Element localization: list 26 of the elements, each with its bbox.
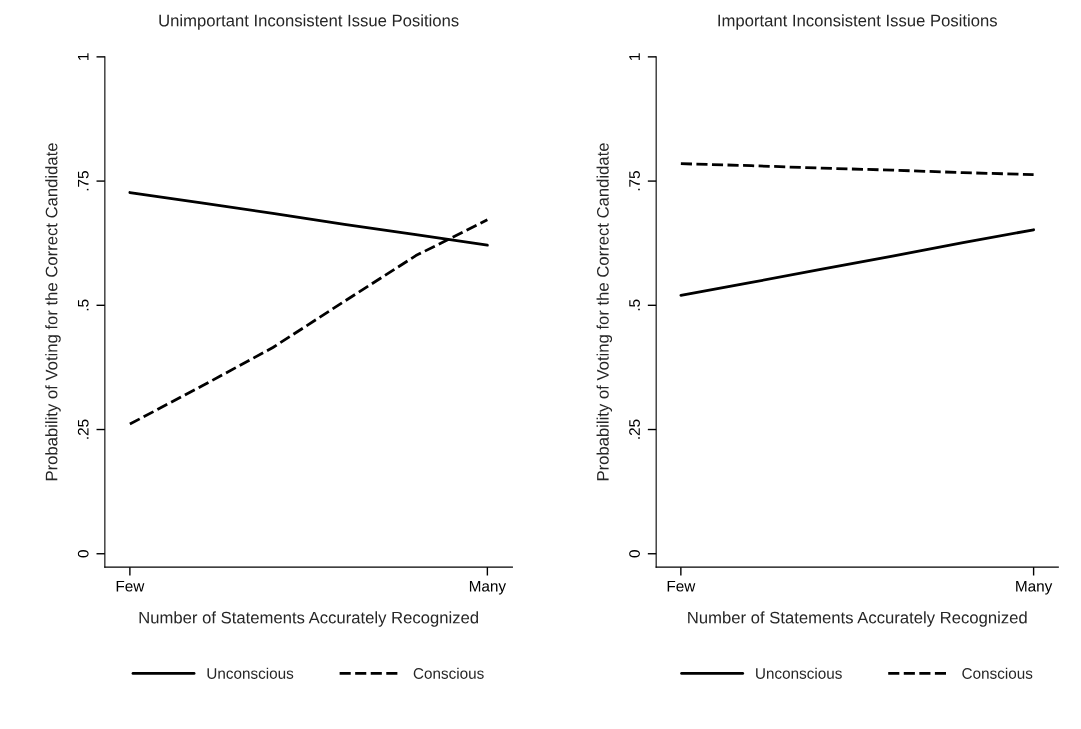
x-tick-label: Many [1016,580,1053,595]
line-series [679,162,1035,177]
x-tick-label: Many [469,580,507,595]
y-tick-label: 0 [77,550,89,558]
y-tick-label: 1 [77,53,89,60]
y-tick-label: .75 [77,171,89,191]
x-tick-label: Few [116,580,145,592]
legend-label: Unconscious [207,667,294,679]
x-tick-label: Few [667,580,696,592]
y-tick-label: .25 [77,419,89,439]
y-tick-label: 1 [629,53,640,60]
x-axis-title: Number of Statements Accurately Recognized [688,611,1027,627]
legend-label: Unconscious [756,667,842,679]
y-tick-label: .5 [629,299,640,311]
y-axis-title: Probability of Voting for the Correct Candidate [596,143,613,481]
y-tick-label: .25 [629,419,640,439]
legend-label: Conscious [413,667,484,679]
legend-label: Conscious [962,667,1033,679]
y-tick-label: 0 [629,550,640,558]
y-axis-title: Probability of Voting for the Correct Candidate [45,143,61,481]
y-tick-label: .75 [629,171,640,191]
line-series [679,228,1035,297]
x-axis-title: Number of Statements Accurately Recognized [139,611,479,627]
y-tick-label: .5 [77,299,89,311]
chart-title: Important Inconsistent Issue Positions [718,14,997,30]
chart-title: Unimportant Inconsistent Issue Positions [159,14,459,30]
